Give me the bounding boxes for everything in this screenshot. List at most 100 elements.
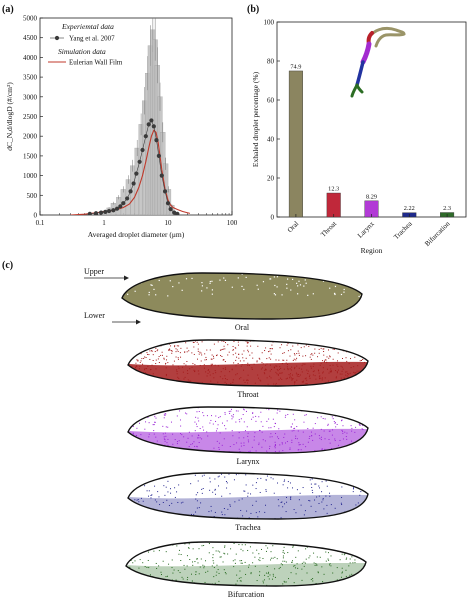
deposited-droplet xyxy=(182,371,184,373)
deposited-droplet xyxy=(180,347,182,349)
deposited-droplet xyxy=(208,543,210,545)
section-trachea: Trachea xyxy=(127,472,369,532)
deposited-droplet xyxy=(278,568,280,570)
deposited-droplet xyxy=(193,441,195,443)
deposited-droplet xyxy=(165,426,167,428)
deposited-droplet xyxy=(318,502,320,504)
deposited-droplet xyxy=(176,369,178,371)
deposited-droplet xyxy=(214,582,216,584)
experimental-point xyxy=(93,211,99,215)
deposited-droplet xyxy=(190,443,192,445)
deposited-droplet xyxy=(264,369,266,371)
deposited-droplet xyxy=(243,350,245,352)
deposited-droplet xyxy=(186,565,188,567)
deposited-droplet xyxy=(319,437,321,439)
deposited-droplet xyxy=(201,382,203,384)
deposited-droplet xyxy=(223,508,225,510)
deposited-droplet xyxy=(288,578,290,580)
deposited-droplet xyxy=(304,510,306,512)
deposited-droplet xyxy=(139,559,141,561)
section-outline xyxy=(125,541,367,587)
deposited-droplet xyxy=(339,439,341,441)
deposited-droplet xyxy=(177,350,179,352)
deposition-gap xyxy=(219,279,221,281)
deposited-droplet xyxy=(142,363,144,365)
deposited-droplet xyxy=(187,379,189,381)
deposited-droplet xyxy=(338,543,340,545)
deposited-droplet xyxy=(294,366,296,368)
deposited-droplet xyxy=(224,342,226,344)
deposited-droplet xyxy=(346,371,348,373)
deposited-droplet xyxy=(223,569,225,571)
deposited-droplet xyxy=(134,475,136,477)
deposited-droplet xyxy=(321,384,323,386)
deposited-droplet xyxy=(296,489,298,491)
deposited-droplet xyxy=(144,369,146,371)
deposited-droplet xyxy=(319,556,321,558)
deposited-droplet xyxy=(343,583,345,585)
deposited-droplet xyxy=(223,359,225,361)
deposited-droplet xyxy=(157,491,159,493)
deposited-droplet xyxy=(248,365,250,367)
deposited-droplet xyxy=(212,560,214,562)
experimental-point xyxy=(146,122,151,127)
deposited-droplet xyxy=(194,364,196,366)
deposited-droplet xyxy=(361,508,363,510)
deposited-droplet xyxy=(285,362,287,364)
y-tick-label: 4000 xyxy=(23,54,38,62)
deposited-droplet xyxy=(246,345,248,347)
deposited-droplet xyxy=(355,444,357,446)
deposited-droplet xyxy=(149,574,151,576)
deposited-droplet xyxy=(168,563,170,565)
deposited-droplet xyxy=(141,374,143,376)
deposited-droplet xyxy=(263,372,265,374)
deposited-droplet xyxy=(209,489,211,491)
deposited-droplet xyxy=(326,356,328,358)
deposited-droplet xyxy=(170,345,172,347)
deposited-droplet xyxy=(300,504,302,506)
deposited-droplet xyxy=(198,435,200,437)
deposited-droplet xyxy=(325,495,327,497)
deposited-droplet xyxy=(340,576,342,578)
deposited-droplet xyxy=(335,370,337,372)
deposited-droplet xyxy=(249,546,251,548)
deposited-droplet xyxy=(366,440,368,442)
deposited-droplet xyxy=(180,451,182,453)
deposited-droplet xyxy=(128,434,130,436)
deposited-droplet xyxy=(169,488,171,490)
deposited-droplet xyxy=(206,375,208,377)
deposited-droplet xyxy=(151,585,153,586)
deposited-droplet xyxy=(304,414,306,416)
deposited-droplet xyxy=(352,488,354,490)
deposited-droplet xyxy=(165,342,167,344)
deposited-droplet xyxy=(278,428,280,430)
deposited-droplet xyxy=(336,544,338,546)
deposited-droplet xyxy=(265,550,267,552)
y-tick-label: 1500 xyxy=(23,152,38,160)
deposition-gap xyxy=(312,293,314,295)
chart-a-plot-area xyxy=(70,18,191,215)
deposited-droplet xyxy=(314,564,316,566)
deposited-droplet xyxy=(275,371,277,373)
deposited-droplet xyxy=(186,441,188,443)
deposited-droplet xyxy=(306,585,308,586)
deposited-droplet xyxy=(188,350,190,352)
deposited-droplet xyxy=(135,362,137,364)
deposition-gap xyxy=(245,276,247,279)
deposited-droplet xyxy=(254,556,256,558)
deposited-droplet xyxy=(129,414,131,416)
deposited-droplet xyxy=(162,447,164,449)
experimental-point xyxy=(106,208,112,214)
bar-value-label: 8.29 xyxy=(366,193,377,200)
deposited-droplet xyxy=(148,344,150,346)
deposited-droplet xyxy=(212,557,214,559)
deposited-droplet xyxy=(236,574,238,576)
deposited-droplet xyxy=(279,444,281,446)
deposited-droplet xyxy=(348,416,350,418)
deposited-droplet xyxy=(338,346,340,348)
deposited-droplet xyxy=(341,380,343,382)
deposited-droplet xyxy=(201,492,203,494)
deposited-droplet xyxy=(354,547,356,549)
deposited-droplet xyxy=(357,376,359,378)
deposited-droplet xyxy=(219,551,221,553)
